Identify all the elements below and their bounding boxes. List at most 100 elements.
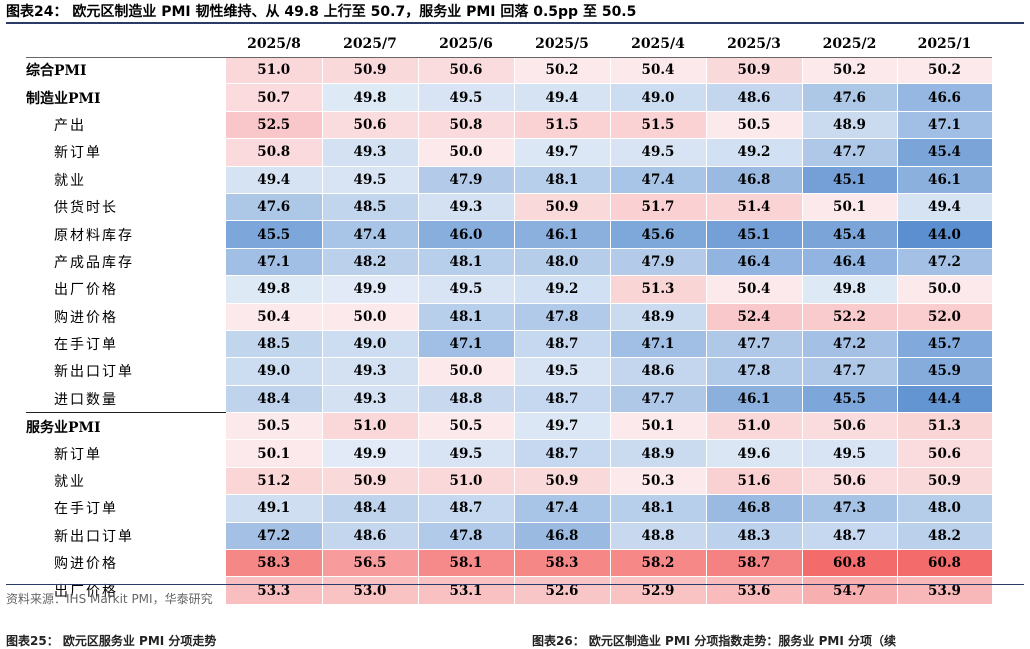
value-cell: 47.1: [418, 330, 515, 359]
value-cell: 51.0: [418, 467, 515, 496]
value-cell: 49.5: [610, 138, 707, 167]
row-label: 在手订单: [54, 501, 118, 518]
value-cell: 49.5: [418, 439, 515, 468]
value-cell: 51.5: [610, 111, 707, 140]
row-label: 在手订单: [54, 337, 118, 354]
value-cell: 48.2: [322, 248, 419, 277]
value-cell: 50.6: [802, 412, 898, 441]
value-cell: 53.6: [706, 576, 803, 605]
value-cell: 60.8: [802, 549, 898, 578]
value-cell: 47.1: [897, 111, 993, 140]
value-cell: 50.2: [802, 57, 898, 85]
value-cell: 49.7: [514, 138, 611, 167]
value-cell: 49.3: [322, 385, 419, 414]
value-cell: 48.1: [418, 303, 515, 331]
value-cell: 48.7: [514, 385, 611, 414]
value-cell: 45.1: [802, 166, 898, 194]
value-cell: 46.4: [706, 248, 803, 277]
next-figure-caption-right: 图表26： 欧元区制造业 PMI 分项指数走势：服务业 PMI 分项（续: [532, 634, 896, 648]
value-cell: 53.3: [226, 576, 323, 605]
value-cell: 50.9: [514, 467, 611, 496]
table-row: 服务业PMI 50.5 51.0 50.5 49.7 50.1 51.0 50.6 51.3: [26, 412, 993, 441]
value-cell: 50.5: [418, 412, 515, 441]
value-cell: 49.2: [706, 138, 803, 167]
value-cell: 48.4: [322, 494, 419, 523]
value-cell: 58.1: [418, 549, 515, 578]
value-cell: 47.7: [802, 138, 898, 167]
column-header: 2025/8: [247, 35, 301, 52]
value-cell: 58.3: [514, 549, 611, 578]
table-row: 购进价格 58.3 56.5 58.1 58.3 58.2 58.7 60.8 60.8: [26, 549, 993, 578]
value-cell: 51.3: [897, 412, 993, 441]
value-cell: 50.9: [514, 193, 611, 222]
value-cell: 48.9: [610, 439, 707, 468]
value-cell: 49.3: [418, 193, 515, 222]
table-row: 制造业PMI 50.7 49.8 49.5 49.4 49.0 48.6 47.6 46.6: [26, 83, 993, 112]
column-header: 2025/3: [727, 35, 781, 52]
table-row: 在手订单 49.1 48.4 48.7 47.4 48.1 46.8 47.3 48.0: [26, 494, 993, 523]
value-cell: 49.5: [418, 83, 515, 112]
value-cell: 52.6: [514, 576, 611, 605]
table-row: 出厂价格 53.3 53.0 53.1 52.6 52.9 53.6 54.7 53.9: [26, 576, 993, 605]
value-cell: 53.9: [897, 576, 993, 605]
value-cell: 48.7: [802, 522, 898, 551]
value-cell: 47.7: [706, 330, 803, 359]
value-cell: 45.5: [226, 220, 323, 249]
value-cell: 45.1: [706, 220, 803, 249]
value-cell: 48.5: [322, 193, 419, 222]
value-cell: 45.6: [610, 220, 707, 249]
value-cell: 47.9: [418, 166, 515, 194]
value-cell: 50.4: [226, 303, 323, 331]
value-cell: 50.8: [226, 138, 323, 167]
value-cell: 50.8: [418, 111, 515, 140]
chart-title: 图表24： 欧元区制造业 PMI 韧性维持、从 49.8 上行至 50.7，服务…: [6, 4, 637, 20]
row-label: 新订单: [54, 446, 102, 463]
value-cell: 50.0: [418, 357, 515, 386]
value-cell: 49.7: [514, 412, 611, 441]
value-cell: 50.6: [897, 439, 993, 468]
value-cell: 49.8: [802, 275, 898, 304]
table-row: 就业 49.4 49.5 47.9 48.1 47.4 46.8 45.1 46.1: [26, 166, 993, 194]
value-cell: 50.0: [897, 275, 993, 304]
value-cell: 46.4: [802, 248, 898, 277]
value-cell: 49.3: [322, 138, 419, 167]
value-cell: 47.2: [897, 248, 993, 277]
value-cell: 48.1: [418, 248, 515, 277]
header-rule: [26, 57, 992, 58]
value-cell: 50.6: [322, 111, 419, 140]
value-cell: 49.0: [322, 330, 419, 359]
value-cell: 47.2: [226, 522, 323, 551]
value-cell: 50.5: [226, 412, 323, 441]
row-label: 综合PMI: [26, 63, 87, 80]
value-cell: 47.4: [514, 494, 611, 523]
value-cell: 47.8: [418, 522, 515, 551]
row-label: 出厂价格: [54, 583, 118, 600]
value-cell: 51.0: [226, 57, 323, 85]
row-label: 新出口订单: [54, 364, 134, 381]
header-corner: [26, 30, 226, 57]
value-cell: 46.8: [514, 522, 611, 551]
value-cell: 48.5: [226, 330, 323, 359]
value-cell: 49.6: [706, 439, 803, 468]
value-cell: 47.6: [226, 193, 323, 222]
value-cell: 48.3: [706, 522, 803, 551]
value-cell: 50.1: [226, 439, 323, 468]
value-cell: 50.6: [802, 467, 898, 496]
row-label: 购进价格: [54, 309, 118, 326]
value-cell: 49.5: [802, 439, 898, 468]
value-cell: 48.8: [610, 522, 707, 551]
table-row: 供货时长 47.6 48.5 49.3 50.9 51.7 51.4 50.1 49.4: [26, 193, 993, 222]
value-cell: 50.1: [610, 412, 707, 441]
table-row: 在手订单 48.5 49.0 47.1 48.7 47.1 47.7 47.2 45.7: [26, 330, 993, 359]
value-cell: 48.9: [610, 303, 707, 331]
value-cell: 52.0: [897, 303, 993, 331]
table-row: 购进价格 50.4 50.0 48.1 47.8 48.9 52.4 52.2 52.0: [26, 303, 993, 331]
value-cell: 50.3: [610, 467, 707, 496]
value-cell: 51.3: [610, 275, 707, 304]
value-cell: 54.7: [802, 576, 898, 605]
value-cell: 50.2: [514, 57, 611, 85]
value-cell: 50.0: [322, 303, 419, 331]
value-cell: 48.7: [418, 494, 515, 523]
value-cell: 49.3: [322, 357, 419, 386]
value-cell: 46.6: [897, 83, 993, 112]
